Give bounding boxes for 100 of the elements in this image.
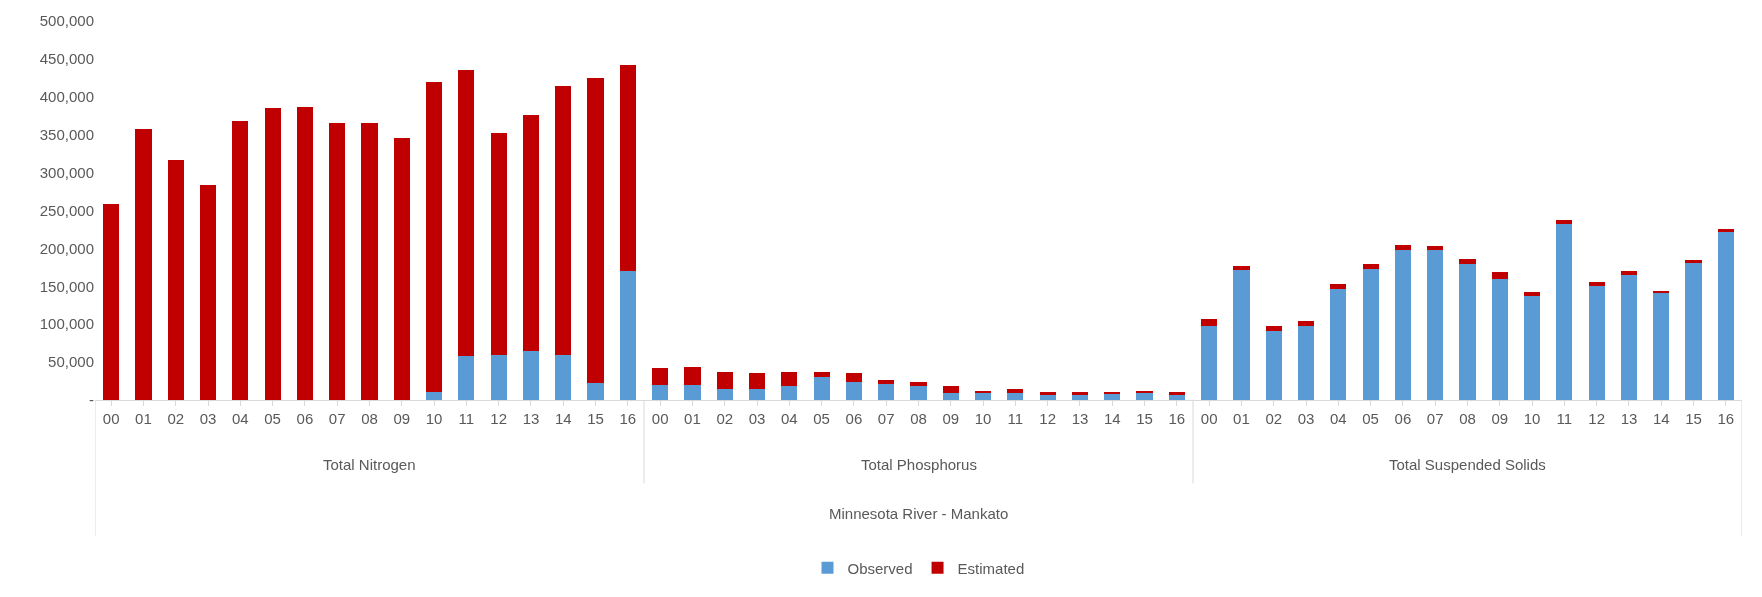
bar <box>748 388 766 400</box>
x-tick-label: 14 <box>1103 410 1121 427</box>
bar <box>167 160 184 400</box>
bar <box>813 371 830 377</box>
bar <box>1685 262 1702 400</box>
x-tick-label: 07 <box>877 410 895 427</box>
x-tick-label: 12 <box>1039 410 1057 427</box>
bar <box>1330 284 1347 290</box>
bar <box>781 371 798 387</box>
bar <box>1394 249 1411 400</box>
x-tick-label: 02 <box>1265 410 1283 427</box>
bar <box>1491 278 1508 400</box>
bar <box>1297 326 1315 400</box>
y-tick-label: 500,000 <box>39 12 94 30</box>
bar <box>426 81 443 393</box>
bar <box>975 393 992 400</box>
y-tick-label: 400,000 <box>39 88 94 106</box>
bar <box>1491 271 1508 279</box>
x-tick-label: 01 <box>135 410 152 427</box>
x-tick-label: 14 <box>554 410 572 427</box>
x-tick-label: 02 <box>716 410 734 427</box>
bar <box>652 368 669 385</box>
bar <box>1071 392 1089 395</box>
x-tick-label: 13 <box>522 410 540 427</box>
bar <box>1007 389 1024 394</box>
x-tick-label: 03 <box>199 410 217 427</box>
bar <box>232 121 249 400</box>
x-tick-label: 03 <box>748 410 766 427</box>
x-tick-label: 00 <box>102 410 120 427</box>
y-tick-label: 250,000 <box>39 201 94 219</box>
x-tick-label: 03 <box>1297 410 1315 427</box>
x-tick-label: 08 <box>361 410 378 427</box>
bar <box>1556 224 1573 400</box>
bar <box>1071 394 1089 400</box>
x-tick-label: 05 <box>813 410 830 427</box>
bar <box>1233 270 1250 400</box>
bar <box>522 350 540 400</box>
text: Minnesota River - Mankato <box>829 505 1009 522</box>
bar <box>878 384 895 400</box>
bar <box>716 388 733 400</box>
x-tick-label: 13 <box>1071 410 1089 427</box>
bar <box>1524 292 1541 297</box>
y-tick-label: 150,000 <box>39 277 94 295</box>
bar <box>135 129 152 400</box>
bar <box>652 384 669 400</box>
bar <box>716 371 733 389</box>
x-tick-label: 11 <box>1556 410 1573 427</box>
bar <box>361 123 378 400</box>
bar <box>1588 281 1605 286</box>
bar <box>1136 392 1153 400</box>
bar <box>1104 393 1121 400</box>
bar <box>1459 263 1476 400</box>
bar <box>748 373 766 389</box>
x-tick-label: 11 <box>1007 410 1024 427</box>
bar <box>393 138 410 400</box>
legend-label: Observed <box>847 559 913 577</box>
bar <box>1039 392 1056 396</box>
x-tick-label: 04 <box>231 410 249 427</box>
bar <box>619 271 636 400</box>
bar <box>1168 394 1185 400</box>
y-tick-label: - <box>89 391 94 409</box>
bar <box>490 354 507 400</box>
bar <box>490 133 507 355</box>
text: Total Nitrogen <box>323 456 416 473</box>
x-tick-label: 05 <box>264 410 281 427</box>
x-tick-label: 10 <box>425 410 443 427</box>
x-tick-label: 14 <box>1652 410 1670 427</box>
x-tick-label: 13 <box>1620 410 1638 427</box>
bar <box>458 69 475 357</box>
bar <box>1653 293 1670 400</box>
bar <box>845 373 862 382</box>
text: Total Phosphorus <box>861 456 977 473</box>
bar <box>587 382 604 400</box>
bar <box>1556 220 1573 225</box>
x-tick-label: 12 <box>490 410 508 427</box>
x-tick-label: 10 <box>974 410 992 427</box>
y-tick-label: 50,000 <box>48 353 94 371</box>
y-tick-label: 200,000 <box>39 239 94 257</box>
bar <box>1524 296 1541 400</box>
x-tick-label: 05 <box>1362 410 1379 427</box>
x-tick-label: 02 <box>167 410 185 427</box>
bar <box>1685 259 1702 263</box>
x-tick-label: 15 <box>1136 410 1153 427</box>
x-tick-label: 04 <box>780 410 798 427</box>
legend-label: Estimated <box>957 559 1025 577</box>
bar <box>1427 246 1444 250</box>
x-tick-label: 06 <box>1394 410 1412 427</box>
x-tick-label: 06 <box>296 410 314 427</box>
x-tick-label: 01 <box>684 410 701 427</box>
bar <box>1136 390 1153 393</box>
bar <box>845 381 862 400</box>
bar <box>684 384 701 400</box>
bar <box>264 108 281 400</box>
x-tick-label: 16 <box>619 410 637 427</box>
bar <box>522 114 540 351</box>
bar <box>555 354 572 400</box>
bar <box>1717 228 1734 232</box>
bar <box>1168 392 1185 395</box>
x-tick-label: 08 <box>910 410 927 427</box>
bar <box>910 385 927 400</box>
